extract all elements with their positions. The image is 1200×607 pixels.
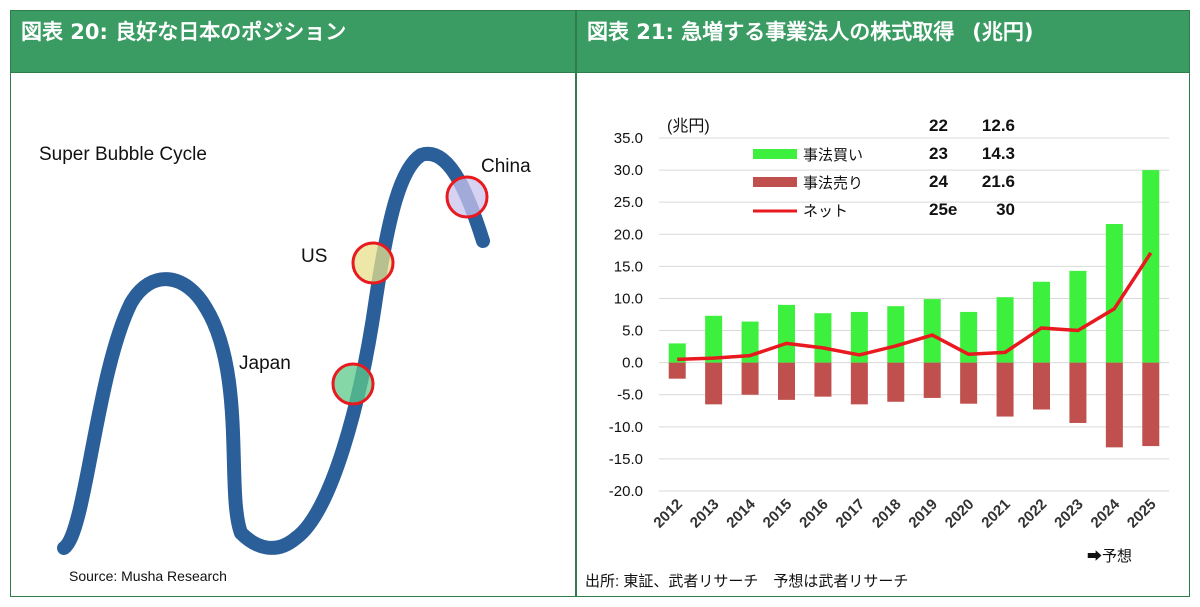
buy-bar	[1142, 170, 1160, 363]
sell-bar	[778, 362, 795, 400]
japan-marker	[331, 362, 375, 406]
sell-bar	[668, 362, 686, 379]
y-tick-label: 10.0	[614, 290, 643, 307]
x-tick-label: 2013	[687, 496, 723, 532]
x-tick-label: 2015	[760, 496, 796, 532]
buy-bar	[996, 297, 1014, 363]
inset-year: 23	[929, 144, 948, 163]
bubble-cycle-diagram: Super Bubble Cycle China US Japan Source…	[39, 144, 531, 584]
left-panel: 図表 20: 良好な日本のポジション Super Bubble Cycle Ch…	[10, 10, 576, 597]
japan-label: Japan	[239, 353, 291, 374]
us-label: US	[301, 246, 327, 267]
us-marker	[351, 241, 395, 285]
buy-bar	[1105, 224, 1123, 363]
right-header-title: 図表 21: 急増する事業法人の株式取得	[587, 20, 955, 44]
buy-bar	[960, 311, 978, 363]
left-panel-header: 図表 20: 良好な日本のポジション	[11, 11, 575, 73]
business-corp-equity-chart: 35.0 30.0 25.0 20.0 15.0 10.0 5.0 0.0 -5.0 -10.0 -…	[585, 116, 1169, 590]
source-note: Source: Musha Research	[69, 568, 227, 584]
diagram-title: Super Bubble Cycle	[39, 144, 207, 165]
inset-value: 30	[996, 200, 1015, 219]
y-tick-label: 30.0	[614, 162, 643, 179]
sell-bar	[850, 362, 868, 405]
x-tick-label: 2018	[869, 496, 905, 532]
sell-bar	[1069, 362, 1087, 423]
china-marker	[445, 175, 489, 219]
y-tick-label: 20.0	[614, 226, 643, 243]
x-tick-label: 2016	[796, 496, 832, 532]
sell-bar	[887, 362, 905, 402]
inset-value-table: 22 12.6 23 14.3 24 21.6 25e 30	[929, 116, 1015, 219]
buy-bar	[814, 313, 832, 363]
sell-bar	[1142, 362, 1160, 447]
inset-year: 24	[929, 172, 948, 191]
buy-bar	[778, 304, 795, 363]
buy-bar	[850, 311, 868, 363]
inset-value: 14.3	[982, 144, 1015, 163]
forecast-note: ➡予想	[1087, 548, 1132, 565]
net-line-series	[677, 251, 1153, 362]
y-tick-label: 15.0	[614, 258, 643, 275]
x-tick-label: 2025	[1124, 496, 1160, 532]
sell-bar	[741, 362, 759, 395]
china-label: China	[481, 156, 531, 177]
x-tick-label: 2021	[978, 496, 1014, 532]
inset-year: 22	[929, 116, 948, 135]
y-tick-label: -10.0	[609, 419, 643, 436]
buy-bar	[923, 299, 941, 363]
right-header-unit: (兆円)	[972, 20, 1034, 44]
grid-lines	[659, 137, 1169, 492]
sell-bar	[1105, 362, 1123, 448]
bubble-cycle-curve	[57, 146, 490, 555]
buy-bar	[1069, 270, 1087, 363]
x-tick-label: 2017	[833, 496, 869, 532]
sell-bars	[668, 362, 1160, 448]
legend-sell-swatch	[753, 177, 797, 187]
net-line	[677, 251, 1153, 362]
y-tick-label: -20.0	[609, 483, 643, 500]
buy-bar	[1033, 281, 1050, 363]
buy-bars	[668, 170, 1160, 363]
legend-buy-swatch	[753, 149, 797, 159]
sell-bar	[814, 362, 832, 397]
sell-bar	[960, 362, 978, 404]
y-tick-label: 5.0	[622, 323, 643, 340]
x-tick-label: 2023	[1051, 496, 1087, 532]
inset-value: 12.6	[982, 116, 1015, 135]
inset-year: 25e	[929, 200, 957, 219]
inset-value: 21.6	[982, 172, 1015, 191]
sell-bar	[996, 362, 1014, 417]
sell-bar	[923, 362, 941, 398]
right-panel: 図表 21: 急増する事業法人の株式取得 (兆円) 35.0 30.0 25.0 20.…	[576, 10, 1190, 597]
x-tick-label: 2012	[650, 496, 686, 532]
x-tick-label: 2024	[1088, 495, 1124, 531]
y-tick-label: -15.0	[609, 451, 643, 468]
legend-sell-label: 事法売り	[803, 175, 863, 192]
y-axis-ticks: 35.0 30.0 25.0 20.0 15.0 10.0 5.0 0.0 -5.0 -10.0 -…	[609, 130, 643, 500]
legend: (兆円) 事法買い 事法売り ネット	[667, 117, 863, 220]
sell-bar	[1033, 362, 1050, 410]
y-tick-label: 35.0	[614, 130, 643, 147]
y-tick-label: 0.0	[622, 355, 643, 372]
legend-buy-label: 事法買い	[803, 147, 863, 164]
legend-net-label: ネット	[803, 203, 848, 220]
y-tick-label: 25.0	[614, 194, 643, 211]
x-tick-label: 2019	[905, 496, 941, 532]
sell-bar	[705, 362, 723, 405]
source-footer: 出所: 東証、武者リサーチ 予想は武者リサーチ	[585, 573, 908, 590]
x-tick-label: 2014	[723, 495, 759, 531]
x-tick-label: 2022	[1015, 496, 1051, 532]
y-tick-label: -5.0	[617, 387, 643, 404]
x-axis-ticks: 2012 2013 2014 2015 2016 2017 2018 2019 2020 2021…	[650, 495, 1159, 531]
x-tick-label: 2020	[942, 496, 978, 532]
buy-bar	[887, 306, 905, 363]
buy-bar	[705, 315, 723, 363]
right-panel-header: 図表 21: 急増する事業法人の株式取得 (兆円)	[577, 11, 1189, 73]
unit-label: (兆円)	[667, 117, 710, 135]
